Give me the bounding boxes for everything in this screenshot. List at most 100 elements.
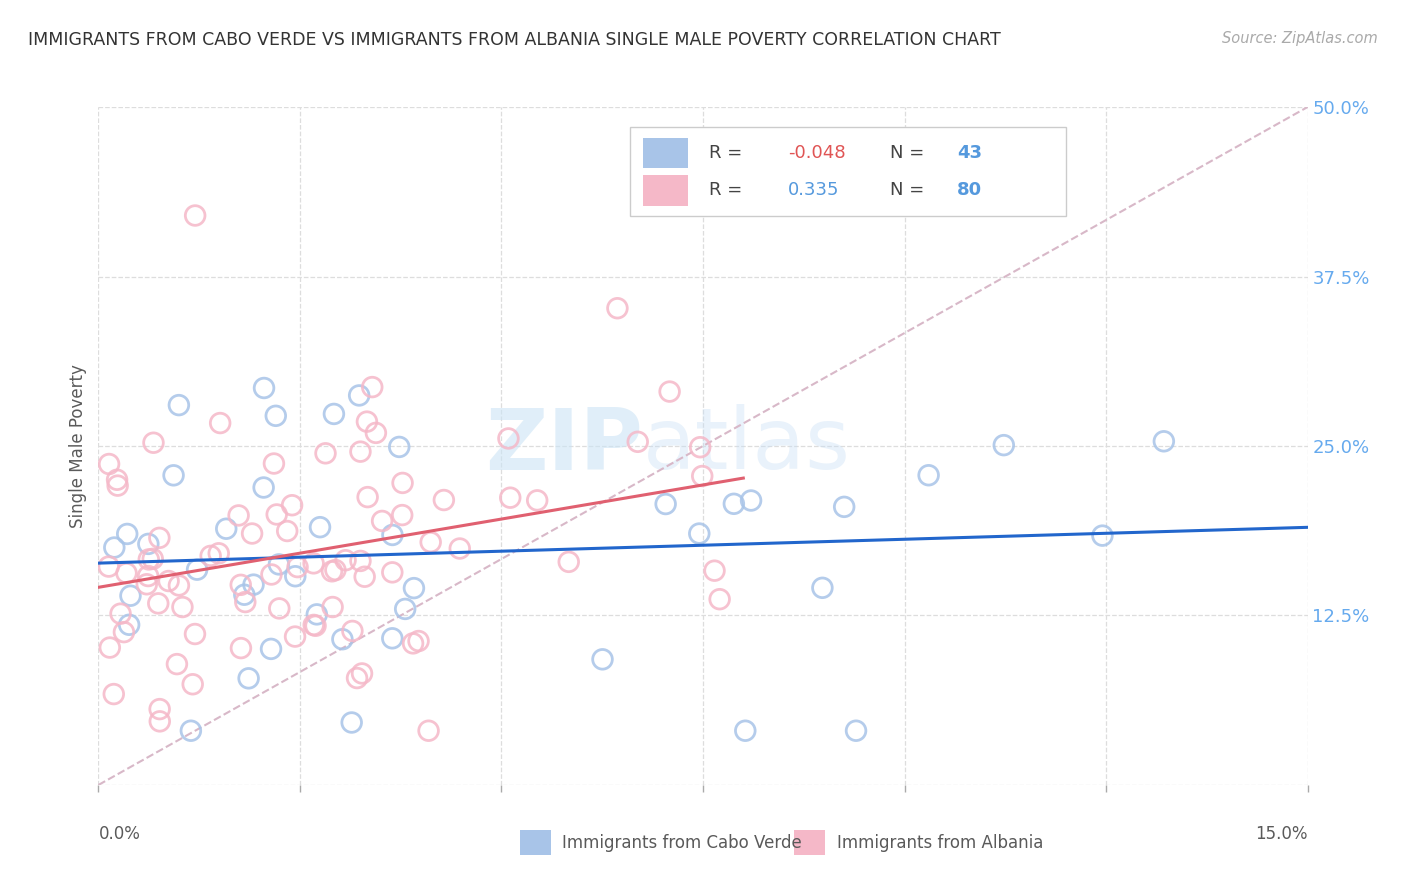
- Point: [361, 380, 384, 394]
- Text: 0.0%: 0.0%: [98, 825, 141, 843]
- Point: [253, 481, 276, 495]
- Point: [115, 566, 138, 580]
- Point: [402, 636, 425, 650]
- Point: [180, 723, 202, 738]
- FancyBboxPatch shape: [630, 128, 1066, 216]
- Point: [284, 569, 307, 583]
- Point: [181, 677, 204, 691]
- Point: [148, 531, 170, 545]
- Point: [325, 563, 347, 577]
- Point: [433, 493, 456, 508]
- Text: 0.335: 0.335: [787, 181, 839, 200]
- Point: [332, 632, 354, 647]
- Point: [97, 559, 120, 574]
- Point: [103, 687, 125, 701]
- Point: [322, 600, 344, 615]
- Point: [342, 624, 364, 638]
- Point: [315, 446, 337, 460]
- Point: [346, 671, 368, 685]
- Text: atlas: atlas: [643, 404, 851, 488]
- Text: 43: 43: [957, 145, 981, 162]
- Point: [832, 500, 855, 514]
- Text: 15.0%: 15.0%: [1256, 825, 1308, 843]
- Point: [917, 468, 939, 483]
- Point: [118, 617, 141, 632]
- Point: [142, 552, 165, 566]
- Point: [162, 468, 184, 483]
- Point: [350, 666, 373, 681]
- Point: [267, 558, 290, 572]
- Point: [356, 415, 378, 429]
- Point: [654, 497, 676, 511]
- Point: [388, 440, 411, 454]
- Point: [356, 490, 378, 504]
- Point: [148, 596, 170, 610]
- Point: [709, 592, 731, 607]
- Point: [281, 498, 304, 512]
- Point: [233, 588, 256, 602]
- Y-axis label: Single Male Poverty: Single Male Poverty: [69, 364, 87, 528]
- Point: [309, 520, 332, 534]
- Point: [658, 384, 681, 399]
- Point: [364, 425, 387, 440]
- Point: [208, 546, 231, 560]
- Point: [167, 578, 190, 592]
- Point: [263, 457, 285, 471]
- Point: [215, 522, 238, 536]
- Point: [136, 569, 159, 583]
- Text: R =: R =: [709, 181, 748, 200]
- Point: [120, 589, 142, 603]
- Point: [526, 493, 548, 508]
- Point: [394, 602, 416, 616]
- Text: N =: N =: [890, 181, 931, 200]
- Point: [408, 634, 430, 648]
- Point: [592, 652, 614, 666]
- Text: R =: R =: [709, 145, 748, 162]
- Point: [228, 508, 250, 523]
- Point: [353, 570, 375, 584]
- Text: Source: ZipAtlas.com: Source: ZipAtlas.com: [1222, 31, 1378, 46]
- Point: [229, 641, 252, 656]
- Point: [142, 435, 165, 450]
- Point: [993, 438, 1015, 452]
- Text: ZIP: ZIP: [485, 404, 643, 488]
- Point: [266, 508, 288, 522]
- Point: [302, 557, 325, 571]
- Point: [740, 493, 762, 508]
- Point: [167, 398, 190, 412]
- Point: [209, 416, 232, 430]
- Point: [335, 553, 357, 567]
- Point: [349, 444, 371, 458]
- Point: [103, 541, 125, 555]
- Point: [138, 552, 160, 566]
- Point: [689, 440, 711, 454]
- Point: [233, 595, 256, 609]
- Point: [260, 567, 283, 582]
- Point: [229, 578, 252, 592]
- Point: [340, 715, 363, 730]
- FancyBboxPatch shape: [643, 175, 689, 206]
- Point: [264, 409, 287, 423]
- Point: [115, 527, 138, 541]
- Point: [98, 457, 121, 471]
- Point: [110, 607, 132, 621]
- Point: [321, 564, 343, 578]
- Point: [138, 537, 160, 551]
- Point: [304, 619, 326, 633]
- Point: [499, 491, 522, 505]
- Point: [418, 723, 440, 738]
- Point: [381, 528, 404, 542]
- Point: [287, 560, 309, 574]
- Point: [688, 526, 710, 541]
- Point: [184, 627, 207, 641]
- Point: [323, 407, 346, 421]
- Point: [149, 714, 172, 729]
- Point: [606, 301, 628, 316]
- Point: [269, 601, 291, 615]
- Point: [135, 577, 157, 591]
- Point: [260, 641, 283, 656]
- Point: [107, 478, 129, 492]
- Point: [558, 555, 581, 569]
- Point: [240, 526, 263, 541]
- Point: [402, 581, 425, 595]
